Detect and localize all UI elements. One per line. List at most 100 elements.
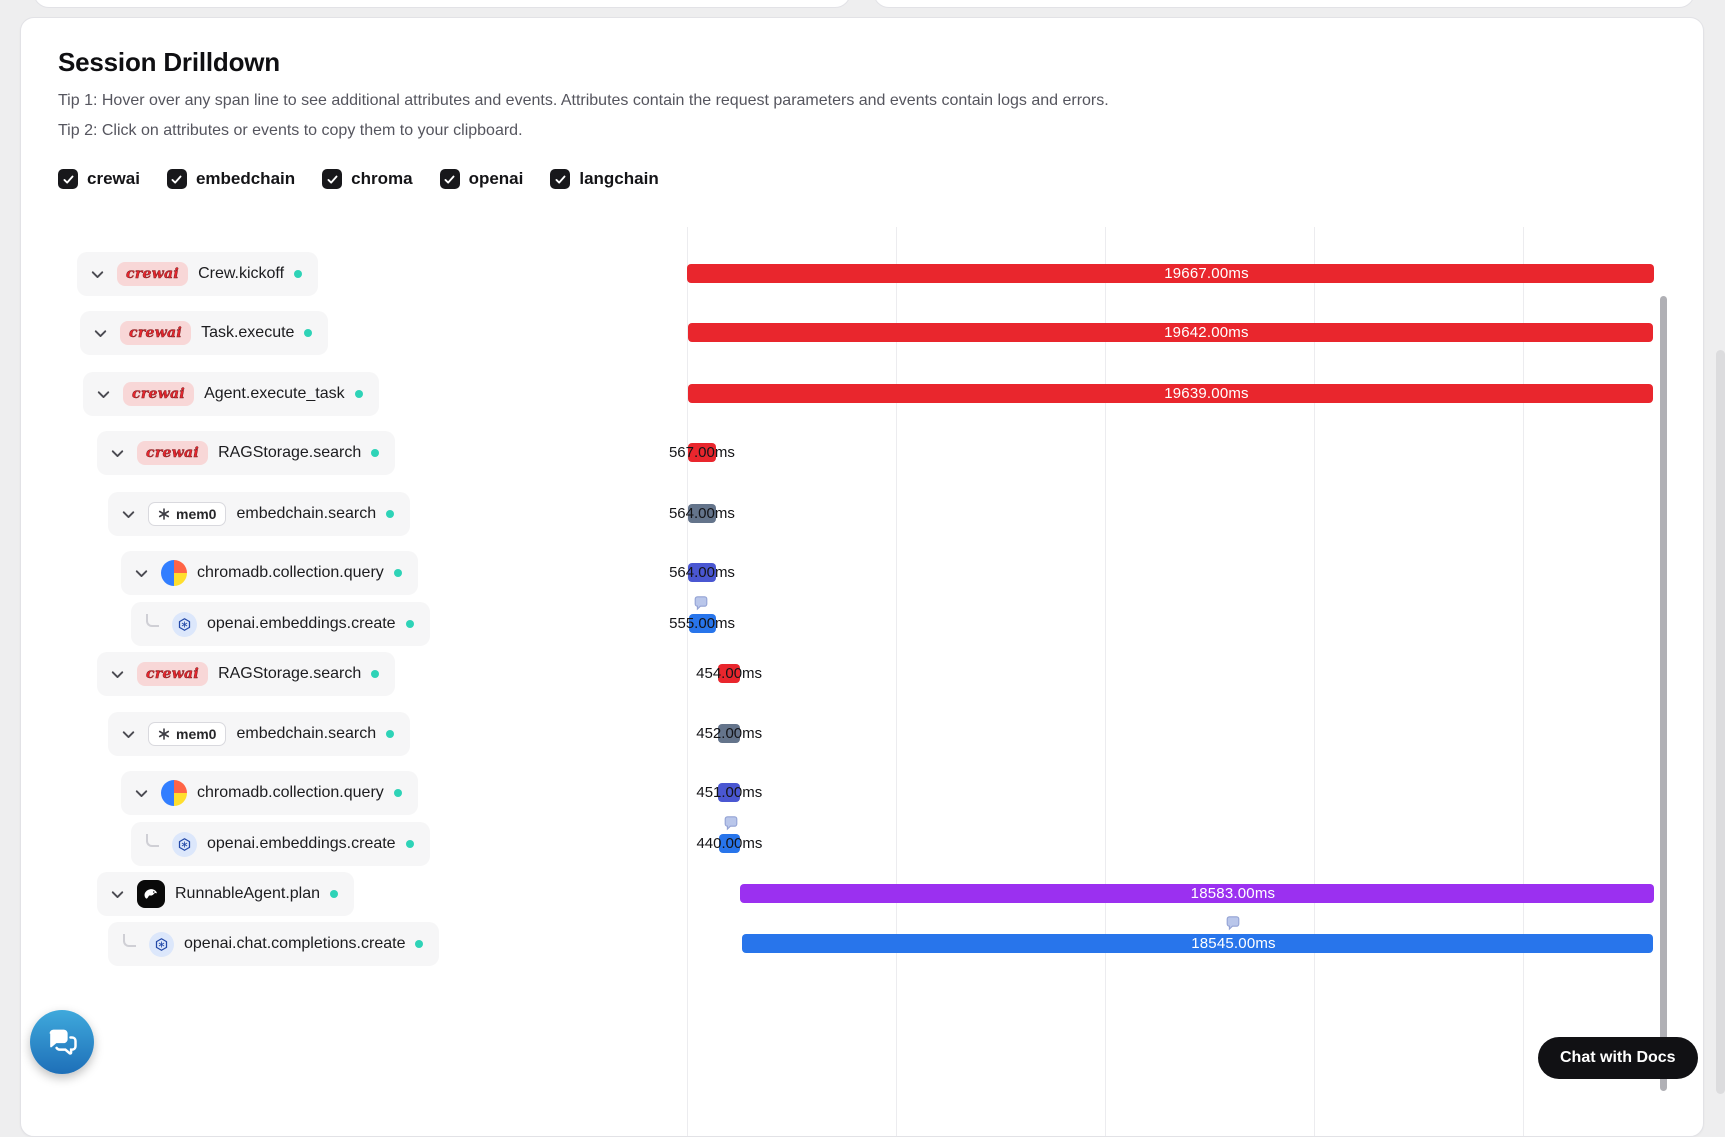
- filter-embedchain[interactable]: embedchain: [166, 169, 295, 189]
- span-name: embedchain.search: [236, 725, 377, 742]
- checkbox-chroma[interactable]: [322, 169, 343, 189]
- duration-label: 452.00ms: [696, 725, 763, 742]
- span-label-RunnableAgent.plan[interactable]: RunnableAgent.plan: [97, 872, 355, 916]
- crewai-logo-text: crewai: [129, 325, 183, 342]
- checkbox-crewai[interactable]: [58, 169, 78, 189]
- chevron-down-icon[interactable]: [131, 783, 151, 803]
- status-dot: [405, 840, 414, 848]
- status-dot: [386, 510, 395, 518]
- filter-label: langchain: [579, 169, 659, 188]
- span-bar[interactable]: [688, 563, 716, 582]
- timeline-grid: [21, 18, 1703, 1136]
- status-dot: [393, 789, 402, 797]
- span-label-embedchain.search[interactable]: mem0 embedchain.search: [108, 712, 411, 756]
- span-label-RAGStorage.search[interactable]: crewai RAGStorage.search: [97, 431, 396, 475]
- filter-chroma[interactable]: chroma: [322, 169, 413, 189]
- status-dot: [386, 730, 395, 738]
- crewai-logo-badge: crewai: [120, 321, 192, 345]
- filter-openai[interactable]: openai: [439, 169, 523, 189]
- duration-label: 564.00ms: [668, 505, 735, 522]
- span-label-openai.chat.completions.create[interactable]: openai.chat.completions.create: [108, 922, 440, 966]
- span-label-openai.embeddings.create[interactable]: openai.embeddings.create: [131, 602, 430, 646]
- crewai-logo-text: crewai: [146, 666, 200, 683]
- page-scrollbar[interactable]: [1716, 350, 1725, 1094]
- trace-row: chromadb.collection.query 564.00ms: [21, 551, 1703, 595]
- events-bubble-icon[interactable]: [723, 815, 739, 831]
- checkbox-openai[interactable]: [439, 169, 460, 189]
- checkbox-embedchain[interactable]: [166, 169, 187, 189]
- chat-widget-button[interactable]: [30, 1010, 94, 1074]
- trace-row: crewai RAGStorage.search 567.00ms: [21, 431, 1703, 475]
- filter-langchain[interactable]: langchain: [550, 169, 659, 189]
- span-bar[interactable]: 19667.00ms: [687, 264, 1654, 283]
- chroma-logo-icon: [161, 780, 187, 806]
- status-dot: [294, 270, 303, 278]
- span-label-Agent.execute_task[interactable]: crewai Agent.execute_task: [83, 372, 379, 416]
- span-label-embedchain.search[interactable]: mem0 embedchain.search: [108, 492, 411, 536]
- mem0-icon: [158, 728, 170, 740]
- events-bubble-icon[interactable]: [693, 595, 709, 611]
- chevron-down-icon[interactable]: [90, 323, 110, 343]
- duration-label: 564.00ms: [669, 564, 735, 581]
- span-bar[interactable]: [688, 443, 716, 462]
- span-bar[interactable]: [688, 614, 716, 633]
- span-bar[interactable]: 19639.00ms: [687, 384, 1654, 403]
- span-label-Task.execute[interactable]: crewai Task.execute: [80, 311, 329, 355]
- openai-knot-icon: [178, 617, 191, 631]
- crewai-logo-badge: crewai: [137, 441, 209, 465]
- gridline: [687, 227, 688, 1136]
- span-label-Crew.kickoff[interactable]: crewai Crew.kickoff: [77, 252, 319, 296]
- tree-connector-icon: [123, 934, 136, 947]
- trace-row: openai.chat.completions.create 18545.00ms: [21, 916, 1703, 966]
- page-title: Session Drilldown: [58, 47, 280, 77]
- span-bar[interactable]: [718, 834, 741, 853]
- duration-label: 567.00ms: [668, 444, 735, 461]
- trace-row: mem0 embedchain.search 564.00ms: [21, 492, 1703, 536]
- trace-row: chromadb.collection.query 451.00ms: [21, 771, 1703, 815]
- chat-with-docs-button[interactable]: Chat with Docs: [1538, 1037, 1698, 1079]
- crewai-logo-text: crewai: [126, 266, 180, 283]
- span-label-RAGStorage.search[interactable]: crewai RAGStorage.search: [97, 652, 396, 696]
- trace-row: mem0 embedchain.search 452.00ms: [21, 712, 1703, 756]
- card-stub-left: [33, 0, 851, 8]
- span-bar[interactable]: 19642.00ms: [687, 323, 1654, 342]
- span-bar[interactable]: 18545.00ms: [741, 934, 1654, 953]
- span-bar[interactable]: [718, 664, 741, 683]
- span-bar[interactable]: [718, 783, 741, 802]
- span-name: chromadb.collection.query: [197, 784, 384, 801]
- chevron-down-icon[interactable]: [93, 384, 113, 404]
- chevron-down-icon[interactable]: [131, 563, 151, 583]
- chevron-down-icon[interactable]: [118, 504, 138, 524]
- span-bar[interactable]: [688, 504, 716, 523]
- mem0-logo-badge: mem0: [148, 722, 227, 746]
- span-name: openai.chat.completions.create: [184, 935, 406, 952]
- duration-label: 18583.00ms: [1190, 885, 1276, 902]
- tree-connector-icon: [146, 614, 159, 627]
- chevron-down-icon[interactable]: [107, 884, 127, 904]
- duration-label: 18545.00ms: [1191, 935, 1276, 952]
- span-name: openai.embeddings.create: [207, 835, 396, 852]
- events-bubble-icon[interactable]: [1225, 915, 1241, 931]
- mem0-logo-badge: mem0: [148, 502, 227, 526]
- span-label-chromadb.collection.query[interactable]: chromadb.collection.query: [121, 771, 418, 815]
- trace-row: crewai Task.execute 19642.00ms: [21, 311, 1703, 355]
- checkbox-langchain[interactable]: [550, 169, 571, 189]
- trace-row: openai.embeddings.create 440.00ms: [21, 816, 1703, 866]
- status-dot: [371, 670, 380, 678]
- duration-label: 440.00ms: [696, 835, 763, 852]
- filter-crewai[interactable]: crewai: [58, 169, 140, 189]
- chevron-down-icon[interactable]: [107, 443, 127, 463]
- tip-1: Tip 1: Hover over any span line to see a…: [58, 92, 1109, 109]
- gridline: [1105, 227, 1106, 1136]
- chevron-down-icon[interactable]: [107, 664, 127, 684]
- trace-row: crewai RAGStorage.search 454.00ms: [21, 652, 1703, 696]
- chevron-down-icon[interactable]: [87, 264, 107, 284]
- span-label-chromadb.collection.query[interactable]: chromadb.collection.query: [121, 551, 418, 595]
- status-dot: [393, 569, 402, 577]
- chevron-down-icon[interactable]: [118, 724, 138, 744]
- crewai-logo-text: crewai: [146, 445, 200, 462]
- scrollbar-thumb[interactable]: [1660, 296, 1667, 1091]
- span-bar[interactable]: [718, 724, 741, 743]
- span-bar[interactable]: 18583.00ms: [740, 884, 1654, 903]
- span-label-openai.embeddings.create[interactable]: openai.embeddings.create: [131, 822, 430, 866]
